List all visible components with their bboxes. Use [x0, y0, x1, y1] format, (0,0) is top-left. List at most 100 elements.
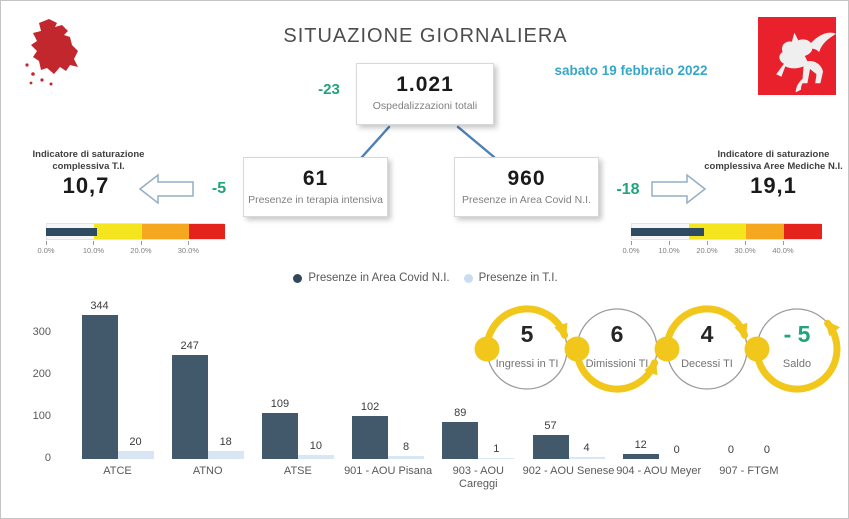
icu-presences-label: Presenze in terapia intensiva	[248, 194, 383, 206]
gauge-tick-label: 20.0%	[130, 246, 152, 255]
bar-value-label: 102	[360, 401, 380, 414]
y-axis-tick-label: 300	[32, 326, 51, 338]
gauge-tick-mark	[707, 241, 708, 245]
icu-saturation-title: Indicatore di saturazione complessiva T.…	[32, 149, 145, 172]
flow-step-value: 5	[520, 321, 534, 347]
bar-area-covid[interactable]	[532, 435, 569, 459]
icu-presences-value: 61	[302, 167, 329, 190]
page-title: SITUAZIONE GIORNALIERA	[283, 25, 568, 47]
flow-step-value: 4	[700, 321, 714, 347]
gauge-tick-mark	[631, 241, 632, 245]
report-date: sabato 19 febbraio 2022	[554, 63, 708, 78]
gauge-tick-mark	[783, 241, 784, 245]
bar-value-label: 0	[673, 444, 680, 456]
flow-step-label: Ingressi in TI	[495, 358, 559, 370]
legend-dot-area-covid	[293, 273, 303, 283]
bar-area-covid[interactable]	[81, 314, 118, 459]
bar-ti[interactable]	[297, 454, 334, 459]
total-hospitalisations-label: Ospedalizzazioni totali	[372, 100, 478, 112]
legend-dot-ti	[463, 273, 473, 283]
category-label: 901 - AOU Pisana	[344, 465, 433, 477]
bar-value-label: 109	[270, 398, 290, 411]
flow-step-label: Decessi TI	[681, 358, 733, 370]
gauge-tick-mark	[46, 241, 47, 245]
bar-area-covid[interactable]	[442, 421, 479, 459]
bar-ti[interactable]	[207, 451, 244, 459]
gauge-tick-mark	[140, 241, 142, 245]
category-label: 902 - AOU Senese	[522, 465, 615, 477]
tuscany-map-icon	[25, 19, 78, 86]
gauge-tick-mark	[188, 241, 190, 245]
icu-delta: -5	[211, 180, 227, 197]
gauge-value-bar	[46, 227, 97, 236]
y-axis-tick-label: 200	[32, 368, 51, 380]
gauge-tick-label: 40.0%	[772, 246, 794, 255]
gauge-segment	[189, 224, 225, 239]
gauge-segment	[784, 224, 822, 239]
covid-area-delta: -18	[616, 181, 640, 198]
flow-step-label: Saldo	[782, 358, 812, 370]
bar-value-label: 10	[309, 439, 323, 452]
chart-legend: Presenze in Area Covid N.I. Presenze in …	[1, 272, 848, 284]
category-label: 903 - AOU Careggi	[452, 465, 504, 491]
category-label: ATCE	[103, 465, 132, 477]
gauge-tick-label: 10.0%	[658, 246, 680, 255]
bar-area-covid[interactable]	[261, 413, 298, 459]
total-delta: -23	[318, 81, 340, 98]
flow-step-value: 6	[610, 321, 624, 347]
bar-ti[interactable]	[478, 458, 515, 459]
gauge-tick-label: 10.0%	[82, 246, 105, 255]
gauge-segment	[746, 224, 784, 239]
category-label: 907 - FTGM	[719, 465, 779, 477]
y-axis-tick-label: 0	[44, 452, 51, 464]
category-label: 904 - AOU Meyer	[616, 465, 702, 477]
bar-ti[interactable]	[568, 457, 605, 459]
covid-area-presences-card: 960 Presenze in Area Covid N.I.	[454, 157, 599, 217]
bar-area-covid[interactable]	[171, 355, 208, 459]
gauge-tick-label: 0.0%	[622, 246, 640, 255]
bar-value-label: 12	[634, 438, 647, 451]
bar-value-label: 8	[403, 440, 410, 453]
medical-area-saturation-value: 19,1	[750, 173, 797, 198]
gauge-value-bar	[631, 227, 704, 236]
bar-ti[interactable]	[388, 455, 425, 459]
category-label: ATSE	[283, 465, 312, 477]
gauge-tick-mark	[93, 241, 95, 245]
y-axis-tick-label: 100	[32, 410, 51, 422]
medical-area-saturation-gauge: 0.0% 10.0% 20.0% 30.0% 40.0%	[622, 223, 822, 257]
bar-area-covid[interactable]	[352, 416, 389, 459]
gauge-segment	[141, 224, 190, 239]
bar-value-label: 18	[219, 436, 232, 449]
gauge-tick-mark	[669, 241, 670, 245]
flow-step-value: - 5	[783, 321, 811, 347]
gauge-tick-label: 30.0%	[734, 246, 756, 255]
legend-label-ti: Presenze in T.I.	[478, 272, 558, 284]
gauge-tick-label: 20.0%	[696, 246, 718, 255]
covid-area-presences-label: Presenze in Area Covid N.I.	[462, 194, 591, 206]
category-label: ATNO	[192, 465, 223, 477]
bar-value-label: 4	[583, 442, 590, 455]
pegasus-icon	[776, 32, 836, 93]
gauge-tick-mark	[745, 241, 746, 245]
bar-area-covid[interactable]	[622, 453, 659, 459]
covid-area-presences-value: 960	[507, 167, 546, 190]
medical-area-saturation-title: Indicatore di saturazione complessiva Ar…	[704, 149, 843, 172]
gauge-tick-label: 30.0%	[177, 246, 200, 255]
total-hospitalisations-value: 1.021	[396, 73, 454, 96]
flow-step-label: Dimissioni TI	[585, 358, 649, 370]
total-hospitalisations-card: 1.021 Ospedalizzazioni totali	[356, 63, 494, 125]
bar-value-label: 57	[544, 420, 557, 433]
bar-value-label: 1	[493, 443, 500, 455]
bar-ti[interactable]	[117, 450, 154, 459]
bar-value-label: 247	[180, 340, 199, 353]
icu-presences-card: 61 Presenze in terapia intensiva	[243, 157, 388, 217]
bar-value-label: 344	[90, 299, 109, 312]
bar-value-label: 0	[763, 444, 770, 456]
regione-toscana-logo	[758, 17, 836, 95]
bar-value-label: 20	[129, 435, 142, 448]
icu-saturation-value: 10,7	[62, 173, 110, 198]
legend-label-area-covid: Presenze in Area Covid N.I.	[308, 272, 450, 284]
gauge-tick-label: 0.0%	[37, 246, 55, 255]
